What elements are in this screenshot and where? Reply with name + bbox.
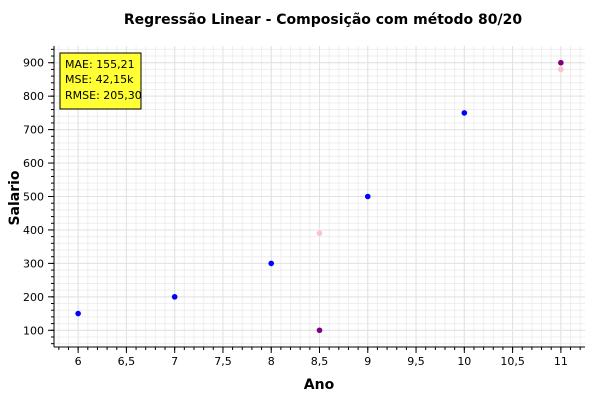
metrics-rmse: RMSE: 205,30 — [65, 89, 142, 102]
chart-title: Regressão Linear - Composição com método… — [124, 12, 523, 28]
y-tick-label: 600 — [23, 157, 44, 170]
data-point-series-0 — [75, 310, 81, 317]
data-point-series-1 — [316, 327, 323, 334]
data-point-series-0 — [364, 193, 371, 200]
x-tick-label: 10,5 — [500, 355, 525, 368]
x-tick-label: 7 — [171, 355, 178, 368]
x-tick-label: 6,5 — [118, 355, 136, 368]
data-point-series-2 — [558, 66, 564, 73]
data-point-series-0 — [268, 260, 275, 267]
x-tick-label: 6 — [75, 355, 82, 368]
ticks: 6 6,5 7 7,5 8 8,5 9 9,5 10 10,5 11 100 200 300 400 500 6… — [23, 48, 581, 368]
y-tick-label: 200 — [23, 291, 44, 304]
grid — [54, 46, 585, 347]
y-tick-label: 700 — [23, 124, 44, 137]
y-tick-label: 300 — [23, 257, 44, 270]
metrics-mse: MSE: 42,15k — [65, 73, 134, 86]
x-tick-label: 9,5 — [407, 355, 425, 368]
y-tick-label: 400 — [23, 224, 44, 237]
metrics-box-bg — [59, 52, 142, 110]
y-tick-label: 800 — [23, 90, 44, 103]
data-point-series-0 — [171, 294, 178, 300]
metrics-mae: MAE: 155,21 — [65, 58, 135, 71]
x-tick-label: 10 — [457, 355, 471, 368]
x-tick-label: 9 — [364, 355, 371, 368]
data-points — [75, 59, 564, 334]
y-tick-label: 100 — [23, 324, 44, 337]
y-tick-label: 500 — [23, 191, 44, 204]
x-tick-label: 11 — [554, 355, 568, 368]
data-point-series-2 — [316, 230, 323, 237]
y-tick-label: 900 — [23, 57, 44, 70]
data-point-series-1 — [558, 59, 564, 66]
x-axis-title: Ano — [304, 377, 335, 393]
x-tick-label: 7,5 — [214, 355, 232, 368]
y-axis-title: Salario — [7, 170, 23, 225]
x-tick-label: 8,5 — [311, 355, 329, 368]
metrics-box: MAE: 155,21 MSE: 42,15k RMSE: 205,30 — [59, 52, 142, 110]
data-point-series-0 — [461, 110, 468, 116]
x-tick-label: 8 — [268, 355, 275, 368]
